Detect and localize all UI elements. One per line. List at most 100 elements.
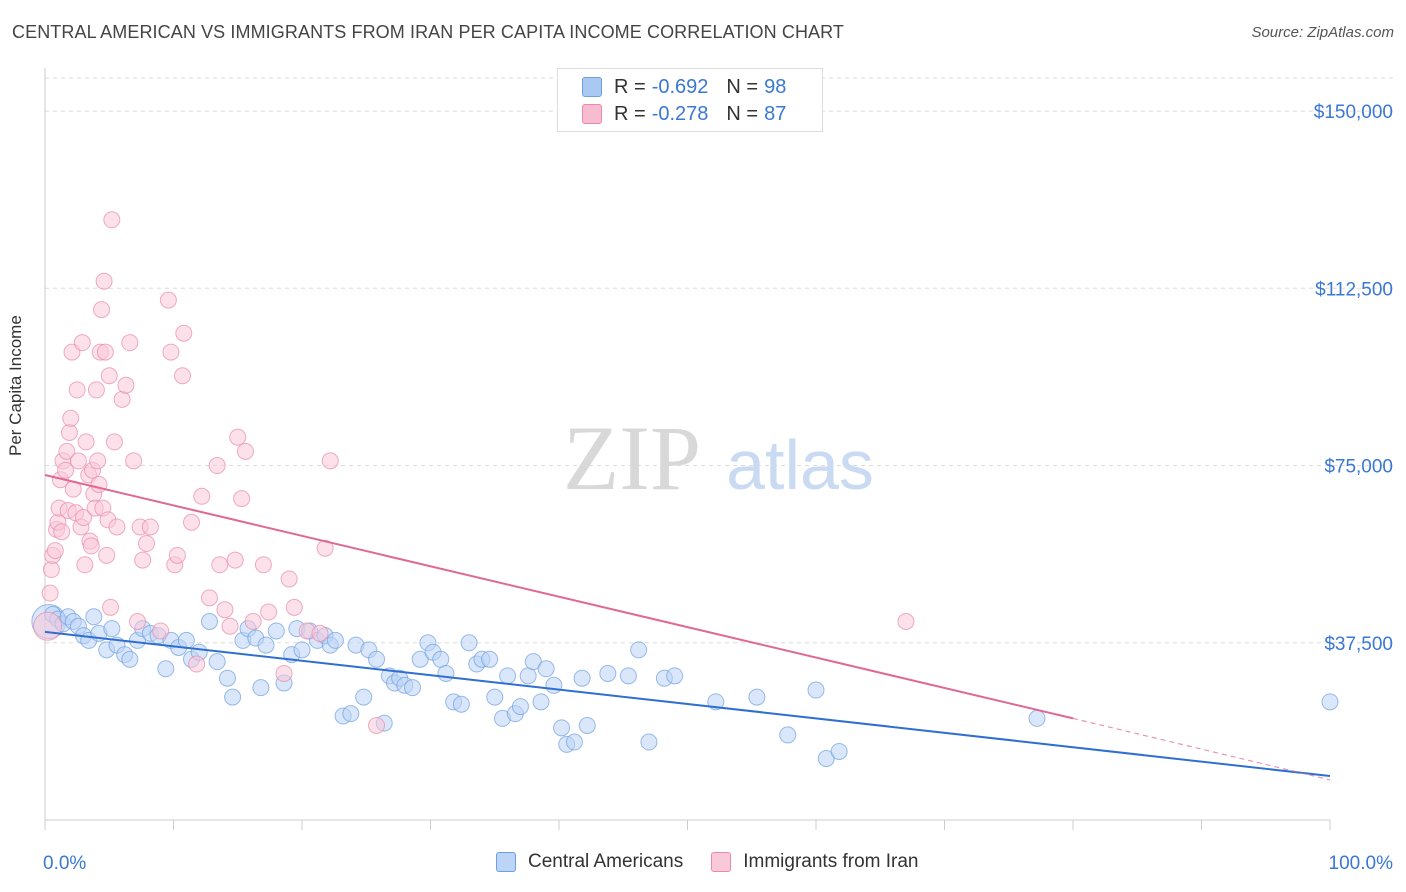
data-point xyxy=(41,584,59,602)
data-point xyxy=(57,461,75,479)
data-point xyxy=(524,653,542,671)
data-point xyxy=(85,608,103,626)
data-point xyxy=(200,589,218,607)
data-point xyxy=(254,556,272,574)
series-legend: Central Americans Immigrants from Iran xyxy=(496,851,947,873)
data-point xyxy=(252,679,270,697)
data-point xyxy=(226,551,244,569)
data-point xyxy=(182,513,200,531)
data-point xyxy=(619,667,637,685)
y-tick-label: $37,500 xyxy=(1324,634,1393,655)
legend-swatch-pink xyxy=(711,852,732,872)
data-point xyxy=(103,620,121,638)
data-point xyxy=(87,381,105,399)
chart-title: CENTRAL AMERICAN VS IMMIGRANTS FROM IRAN… xyxy=(12,22,845,42)
legend-item-central-americans[interactable]: Central Americans xyxy=(496,851,683,873)
data-point xyxy=(411,650,429,668)
data-point xyxy=(236,442,254,460)
data-point xyxy=(280,570,298,588)
data-point xyxy=(53,523,71,541)
data-point xyxy=(129,613,147,631)
grid-lines xyxy=(45,77,1395,644)
tick-labels: $37,500 $75,000 $112,500 $150,000 0.0% 100.0% xyxy=(43,102,1393,874)
trend-line-extension xyxy=(1072,717,1331,781)
r-value: -0.278 xyxy=(651,102,709,125)
x-tick-label-max: 100.0% xyxy=(1329,853,1394,874)
r-value: -0.692 xyxy=(651,75,709,98)
data-point xyxy=(630,641,648,659)
legend-row-immigrants-from-iran: R = -0.278 N = 87 xyxy=(582,101,786,127)
data-point xyxy=(125,452,143,470)
data-point xyxy=(293,641,311,659)
y-tick-label: $150,000 xyxy=(1314,102,1393,123)
data-point xyxy=(432,650,450,668)
correlation-legend: R = -0.692 N = 98 R = -0.278 N = 87 xyxy=(557,68,823,132)
data-point xyxy=(452,695,470,713)
data-point xyxy=(779,726,797,744)
data-point xyxy=(75,509,93,527)
data-point xyxy=(108,518,126,536)
data-point xyxy=(244,613,262,631)
data-point xyxy=(640,733,658,751)
data-point xyxy=(208,457,226,475)
data-point xyxy=(1321,693,1339,711)
data-point xyxy=(368,650,386,668)
y-tick-label: $112,500 xyxy=(1315,279,1393,300)
data-point xyxy=(138,535,156,553)
data-point xyxy=(117,376,135,394)
legend-row-central-americans: R = -0.692 N = 98 xyxy=(582,74,786,100)
data-point xyxy=(76,556,94,574)
data-point xyxy=(208,653,226,671)
y-axis-label: Per Capita Income xyxy=(6,315,25,456)
x-tick-label-min: 0.0% xyxy=(43,853,86,874)
watermark-atlas: atlas xyxy=(726,426,874,504)
legend-item-immigrants-from-iran[interactable]: Immigrants from Iran xyxy=(711,851,919,873)
data-point xyxy=(68,381,86,399)
data-point xyxy=(42,561,60,579)
trend-lines xyxy=(44,474,1331,781)
r-label: R = xyxy=(614,75,646,98)
legend-label: Central Americans xyxy=(528,851,684,872)
n-value: 87 xyxy=(764,102,787,125)
data-point xyxy=(175,324,193,342)
data-point xyxy=(257,636,275,654)
data-point xyxy=(193,487,211,505)
watermark: ZIP atlas xyxy=(563,407,874,509)
data-point xyxy=(95,272,113,290)
data-point xyxy=(168,546,186,564)
data-point xyxy=(113,390,131,408)
data-point xyxy=(355,688,373,706)
data-point xyxy=(519,667,537,685)
data-point xyxy=(177,631,195,649)
data-point xyxy=(460,634,478,652)
trend-line-immigrants-from-iran xyxy=(44,474,1074,720)
n-label: N = xyxy=(726,75,759,98)
data-point xyxy=(173,367,191,385)
data-point xyxy=(96,343,114,361)
data-point xyxy=(162,343,180,361)
data-point xyxy=(599,664,617,682)
data-point xyxy=(267,622,285,640)
data-point xyxy=(481,650,499,668)
data-point xyxy=(321,452,339,470)
data-point xyxy=(46,542,64,560)
data-point xyxy=(233,490,251,508)
data-point xyxy=(807,681,825,699)
data-point xyxy=(33,611,63,641)
data-point xyxy=(897,613,915,631)
data-point xyxy=(221,617,239,635)
data-point xyxy=(224,688,242,706)
data-point xyxy=(93,301,111,319)
data-point xyxy=(260,603,278,621)
data-point xyxy=(404,679,422,697)
data-point xyxy=(532,693,550,711)
data-point xyxy=(830,742,848,760)
data-point xyxy=(499,667,517,685)
data-point xyxy=(216,601,234,619)
data-point xyxy=(200,613,218,631)
data-point xyxy=(60,423,78,441)
data-point xyxy=(157,660,175,678)
data-point xyxy=(817,750,835,768)
data-point xyxy=(573,669,591,687)
